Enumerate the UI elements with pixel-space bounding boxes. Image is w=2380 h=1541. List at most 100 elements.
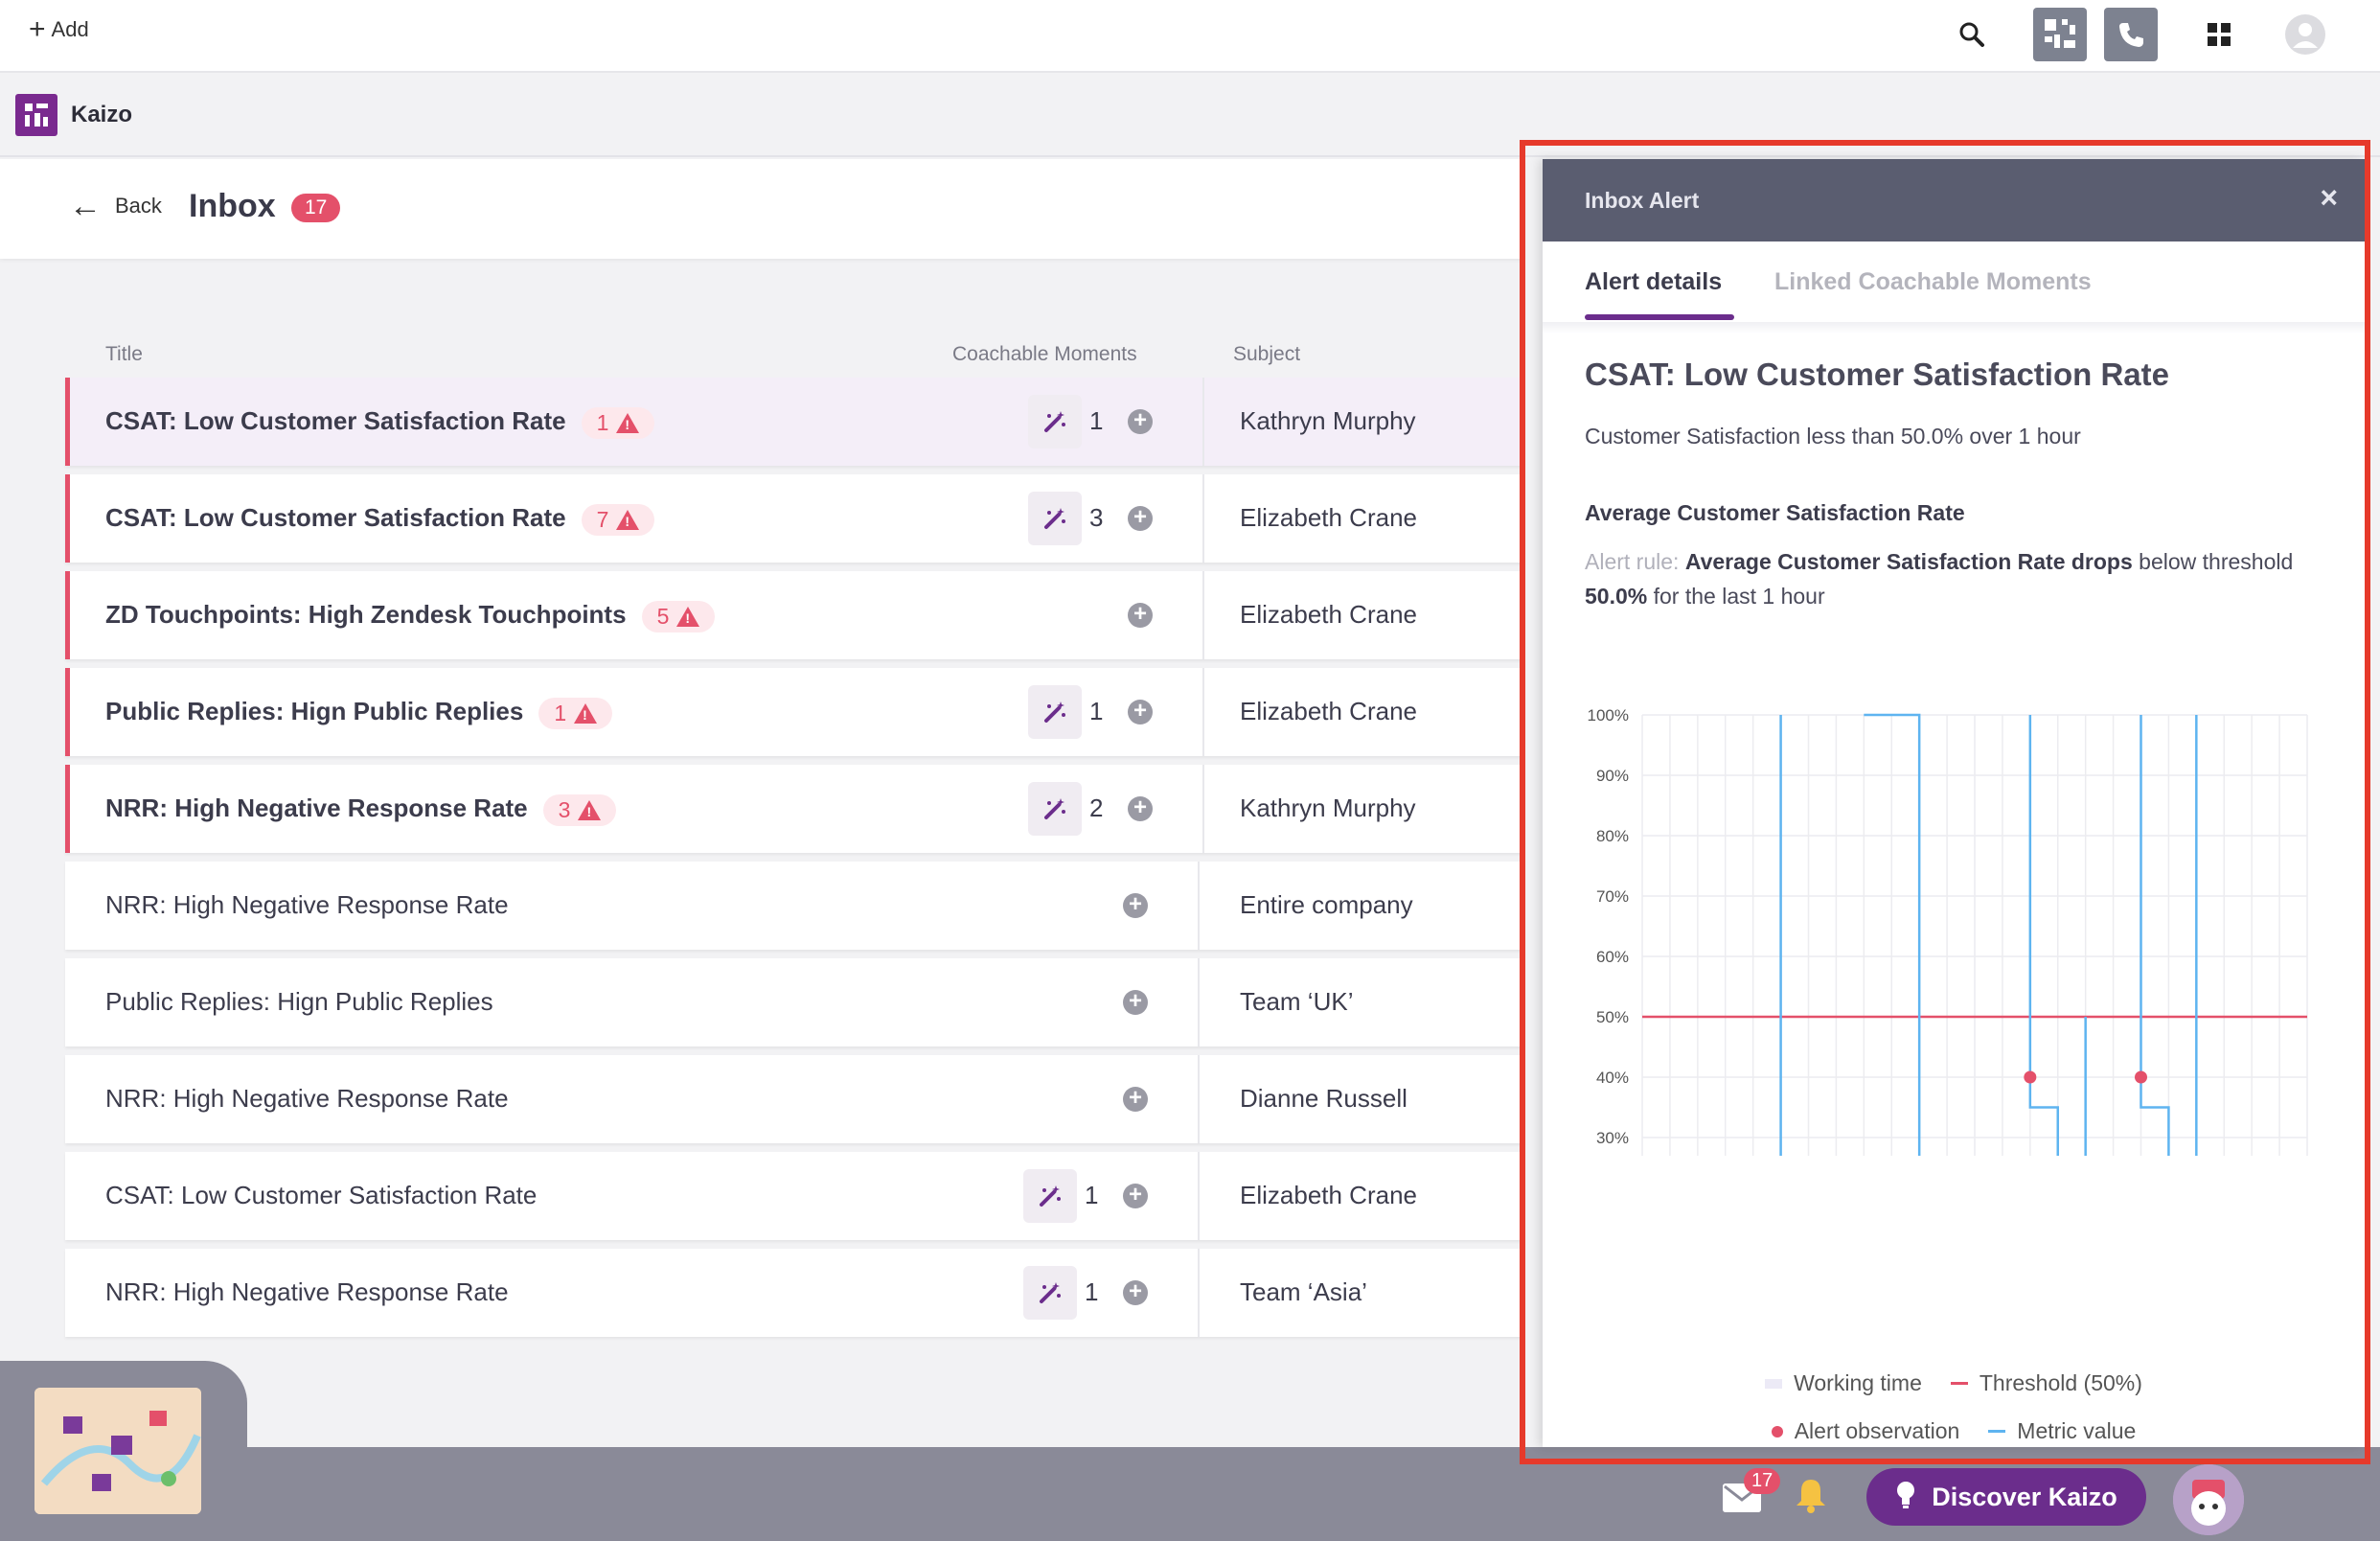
row-title: Public Replies: Hign Public Replies 1: [105, 697, 613, 729]
alert-count-badge: 1: [538, 697, 613, 729]
magic-wand-icon[interactable]: [1028, 782, 1082, 836]
row-title-text: Public Replies: Hign Public Replies: [105, 697, 524, 725]
mail-count-badge: 17: [1744, 1468, 1781, 1494]
row-subject: Team ‘UK’: [1240, 987, 1354, 1016]
add-circle-icon[interactable]: +: [1123, 1280, 1148, 1305]
add-circle-icon[interactable]: +: [1123, 1087, 1148, 1112]
tab-linked-coachable-moments[interactable]: Linked Coachable Moments: [1774, 268, 2092, 295]
bell-icon[interactable]: [1794, 1476, 1828, 1514]
row-subject: Kathryn Murphy: [1240, 794, 1416, 822]
column-header-subject[interactable]: Subject: [1233, 343, 1301, 365]
magic-wand-icon[interactable]: [1028, 395, 1082, 448]
user-avatar-icon[interactable]: [2278, 8, 2332, 61]
discover-label: Discover Kaizo: [1932, 1482, 2117, 1511]
row-title: Public Replies: Hign Public Replies: [105, 987, 493, 1016]
table-row[interactable]: NRR: High Negative Response Rate 3 2 + Ka…: [65, 765, 1523, 853]
column-divider: [1198, 862, 1200, 950]
back-label: Back: [115, 194, 162, 218]
legend-threshold[interactable]: Threshold (50%): [1950, 1370, 2142, 1396]
y-tick-label: 60%: [1596, 948, 1629, 966]
add-circle-icon[interactable]: +: [1128, 409, 1153, 434]
tab-alert-details[interactable]: Alert details: [1585, 268, 1723, 295]
moments-count: 2: [1089, 794, 1104, 822]
add-circle-icon[interactable]: +: [1128, 796, 1153, 821]
table-row[interactable]: Public Replies: Hign Public Replies + Te…: [65, 958, 1523, 1046]
table-row[interactable]: NRR: High Negative Response Rate + Diann…: [65, 1055, 1523, 1143]
phone-icon[interactable]: [2104, 8, 2158, 61]
y-tick-label: 70%: [1596, 887, 1629, 906]
add-button[interactable]: + Add: [29, 13, 89, 45]
metric-line-segment: [2195, 715, 2198, 1156]
mascot-avatar-icon[interactable]: [2173, 1464, 2244, 1535]
chart-legend-row-1: Working time Threshold (50%): [1543, 1370, 2365, 1396]
legend-metric-label: Metric value: [2017, 1418, 2137, 1443]
back-button[interactable]: ← Back: [69, 188, 162, 224]
row-title: ZD Touchpoints: High Zendesk Touchpoints…: [105, 600, 716, 632]
column-divider: [1202, 765, 1204, 853]
moments-count: 1: [1085, 1277, 1099, 1306]
tabs-separator: [1543, 322, 2365, 334]
threshold-swatch: [1950, 1382, 1968, 1385]
y-tick-label: 100%: [1588, 706, 1629, 724]
close-icon[interactable]: ×: [2320, 180, 2338, 215]
column-divider: [1198, 1152, 1200, 1240]
row-subject: Team ‘Asia’: [1240, 1277, 1367, 1306]
row-title-text: CSAT: Low Customer Satisfaction Rate: [105, 406, 566, 435]
moments-count: 3: [1089, 503, 1104, 532]
magic-wand-icon[interactable]: [1023, 1266, 1077, 1320]
column-header-moments[interactable]: Coachable Moments: [952, 343, 1137, 365]
brand-name: Kaizo: [71, 102, 133, 127]
alert-count: 1: [596, 409, 609, 435]
row-subject: Elizabeth Crane: [1240, 697, 1417, 725]
table-row[interactable]: Public Replies: Hign Public Replies 1 1 +…: [65, 668, 1523, 756]
legend-working-time[interactable]: Working time: [1765, 1370, 1922, 1396]
alert-rule-mid: below threshold: [2139, 549, 2294, 574]
qr-code-icon[interactable]: [2033, 8, 2087, 61]
add-circle-icon[interactable]: +: [1128, 700, 1153, 724]
row-subject: Kathryn Murphy: [1240, 406, 1416, 435]
legend-metric-value[interactable]: Metric value: [1988, 1418, 2136, 1444]
y-tick-label: 40%: [1596, 1069, 1629, 1087]
brand-bar: Kaizo: [0, 75, 2380, 157]
table-row[interactable]: NRR: High Negative Response Rate + Entir…: [65, 862, 1523, 950]
observation-swatch: [1771, 1425, 1783, 1438]
arrow-left-icon: ←: [69, 188, 102, 224]
apps-grid-icon[interactable]: [2192, 8, 2246, 61]
metric-name: Average Customer Satisfaction Rate: [1585, 500, 1965, 525]
metric-swatch: [1988, 1430, 2006, 1433]
row-title-text: CSAT: Low Customer Satisfaction Rate: [105, 503, 566, 532]
warning-icon: [616, 509, 640, 530]
alert-rule-end: for the last 1 hour: [1653, 584, 1825, 609]
table-row[interactable]: ZD Touchpoints: High Zendesk Touchpoints…: [65, 571, 1523, 659]
alert-rule: Alert rule: Average Customer Satisfactio…: [1585, 544, 2342, 613]
alert-count-badge: 1: [581, 406, 655, 439]
magic-wand-icon[interactable]: [1028, 685, 1082, 739]
warning-icon: [616, 412, 640, 433]
add-circle-icon[interactable]: +: [1128, 603, 1153, 628]
moments-count: 1: [1085, 1181, 1099, 1209]
alert-count-badge: 7: [581, 503, 655, 536]
alert-observation-point: [2024, 1070, 2037, 1084]
legend-alert-observation[interactable]: Alert observation: [1771, 1418, 1959, 1444]
table-row[interactable]: CSAT: Low Customer Satisfaction Rate 1 +…: [65, 1152, 1523, 1240]
discover-kaizo-button[interactable]: Discover Kaizo: [1866, 1468, 2146, 1526]
add-circle-icon[interactable]: +: [1123, 990, 1148, 1015]
plus-icon: +: [29, 13, 46, 45]
panel-title: Inbox Alert: [1585, 188, 1700, 213]
kaizo-map-icon[interactable]: [34, 1388, 201, 1514]
add-circle-icon[interactable]: +: [1123, 893, 1148, 918]
magic-wand-icon[interactable]: [1028, 492, 1082, 545]
chart-legend-row-2: Alert observation Metric value: [1543, 1418, 2365, 1444]
table-row[interactable]: NRR: High Negative Response Rate 1 + Tea…: [65, 1249, 1523, 1337]
inbox-count-badge: 17: [291, 194, 341, 222]
metric-chart: 0%10%20%30%40%50%60%70%80%90%100%10 AM12…: [1588, 706, 2308, 1156]
search-icon[interactable]: [1945, 8, 1999, 61]
magic-wand-icon[interactable]: [1023, 1169, 1077, 1223]
column-header-title[interactable]: Title: [105, 343, 143, 365]
row-title-text: NRR: High Negative Response Rate: [105, 794, 528, 822]
y-tick-label: 30%: [1596, 1129, 1629, 1147]
add-circle-icon[interactable]: +: [1128, 506, 1153, 531]
add-circle-icon[interactable]: +: [1123, 1184, 1148, 1208]
